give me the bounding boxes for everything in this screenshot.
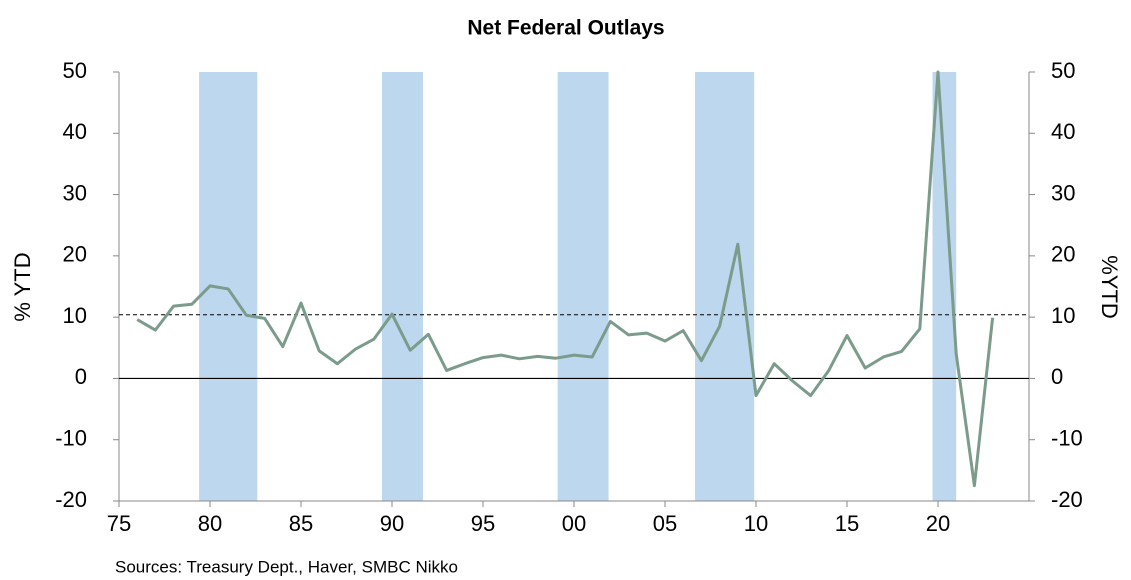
y2-tick-label: 30 (1051, 180, 1075, 205)
y-tick-label: 40 (63, 119, 87, 144)
y2-tick-label: -20 (1051, 487, 1083, 512)
x-tick-label: 85 (289, 511, 313, 536)
x-tick-label: 10 (744, 511, 768, 536)
y-tick-label: -20 (55, 487, 87, 512)
x-tick-label: 75 (107, 511, 131, 536)
y2-tick-label: 50 (1051, 58, 1075, 83)
x-tick-label: 80 (198, 511, 222, 536)
y-tick-label: -10 (55, 426, 87, 451)
shaded-period (557, 72, 609, 501)
y-tick-label: 20 (63, 242, 87, 267)
shaded-period (695, 72, 755, 501)
shaded-period (932, 72, 957, 501)
data-line (136, 70, 995, 488)
y2-axis-label: %YTD (1097, 255, 1122, 319)
y-tick-label: 0 (75, 364, 87, 389)
y-tick-label: 30 (63, 180, 87, 205)
chart-title: Net Federal Outlays (467, 17, 664, 40)
y-tick-label: 50 (63, 58, 87, 83)
x-tick-label: 20 (926, 511, 950, 536)
x-tick-label: 15 (835, 511, 859, 536)
y2-tick-label: 10 (1051, 303, 1075, 328)
y2-tick-label: -10 (1051, 426, 1083, 451)
y-axis-label: % YTD (10, 252, 35, 321)
source-note: Sources: Treasury Dept., Haver, SMBC Nik… (115, 557, 458, 576)
x-tick-label: 05 (653, 511, 677, 536)
y2-tick-label: 40 (1051, 119, 1075, 144)
y2-tick-label: 0 (1051, 364, 1063, 389)
x-tick-label: 90 (380, 511, 404, 536)
y2-tick-label: 20 (1051, 242, 1075, 267)
y-tick-label: 10 (63, 303, 87, 328)
x-tick-label: 00 (562, 511, 586, 536)
x-tick-label: 95 (471, 511, 495, 536)
shaded-period (381, 72, 423, 501)
